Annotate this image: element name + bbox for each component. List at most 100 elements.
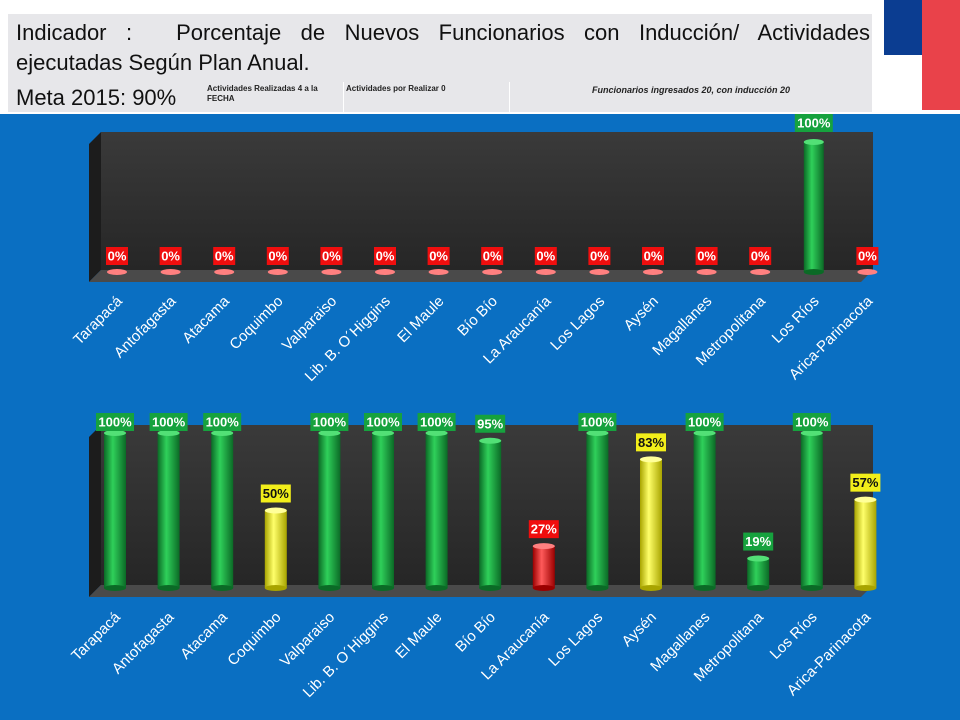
bar-body (157, 433, 180, 588)
value-label: 0% (483, 249, 502, 264)
bar-base (803, 269, 824, 275)
bar-body (803, 142, 824, 272)
bar-3: 100% (203, 413, 242, 591)
value-label: 100% (152, 415, 186, 430)
value-label-box (260, 484, 291, 503)
bar-4: 50% (260, 484, 291, 591)
officials-induction-cell: Funcionarios ingresados 20, con inducció… (591, 85, 791, 95)
bar-top (372, 430, 394, 436)
value-label-box (685, 413, 724, 431)
value-label-box (794, 114, 833, 132)
activities-done-cell: Actividades Realizadas 4 a la FECHA (207, 82, 344, 112)
value-label: 100% (206, 415, 240, 430)
bar-top (803, 139, 824, 145)
bar-top (321, 269, 342, 275)
chart-side-wall (89, 132, 101, 282)
value-label-box (528, 520, 559, 539)
flag-blue-stripe (884, 0, 922, 55)
value-label-box (203, 413, 242, 431)
value-label-box (481, 247, 504, 265)
bar-top (586, 430, 609, 436)
bar-2: 0% (159, 247, 182, 275)
bar-top (107, 269, 127, 275)
category-label: Tarapacá (68, 608, 124, 664)
value-label-box (856, 247, 879, 265)
bar-12: 0% (695, 247, 718, 275)
bar-base (211, 585, 234, 591)
value-label: 100% (795, 415, 829, 430)
value-label-box (213, 247, 236, 265)
value-label-box (96, 413, 134, 431)
bar-13: 0% (749, 247, 772, 275)
bar-3: 0% (213, 247, 236, 275)
category-label: Atacama (179, 292, 233, 346)
bar-7: 100% (417, 413, 456, 591)
bar-13: 19% (743, 532, 774, 591)
value-label: 100% (313, 415, 347, 430)
header-panel (8, 14, 872, 112)
bar-base (693, 585, 716, 591)
value-label: 0% (536, 249, 555, 264)
value-label: 50% (263, 486, 289, 501)
bar-base (372, 585, 394, 591)
value-label-box (695, 247, 718, 265)
bar-top (643, 269, 663, 275)
meta-target: Meta 2015: 90% (16, 85, 177, 110)
bar-9: 0% (534, 247, 557, 275)
value-label: 100% (366, 415, 400, 430)
bar-top (747, 555, 770, 562)
value-label: 19% (745, 534, 771, 549)
bar-12: 100% (685, 413, 724, 591)
bar-top (375, 269, 395, 275)
bar-top (160, 269, 181, 275)
bar-base (157, 585, 180, 591)
value-label: 83% (638, 435, 664, 450)
bar-top (425, 430, 448, 436)
indicator-title: Indicador : Porcentaje de Nuevos Funciona… (16, 18, 870, 78)
value-label-box (364, 413, 402, 431)
value-label-box (417, 413, 456, 431)
bar-base (425, 585, 448, 591)
bar-10: 0% (588, 247, 611, 275)
bar-body (532, 546, 555, 588)
bar-top (104, 430, 126, 436)
value-label-box (578, 413, 617, 431)
value-label-box (320, 247, 343, 265)
bar-4: 0% (266, 247, 289, 275)
value-label: 95% (477, 416, 503, 431)
value-label-box (374, 247, 396, 265)
bar-9: 27% (528, 520, 559, 591)
bar-body (854, 499, 877, 588)
category-label: Aysén (619, 609, 660, 650)
category-label: Coquimbo (224, 609, 284, 669)
value-label-box (743, 532, 774, 551)
bar-8: 0% (481, 247, 504, 275)
value-label-box (749, 247, 772, 265)
category-label: Los Ríos (769, 293, 823, 347)
bar-base (104, 585, 126, 591)
bar-base (318, 585, 341, 591)
bar-top (750, 269, 771, 275)
value-label: 100% (420, 415, 454, 430)
value-label-box (850, 473, 881, 492)
category-label: Los Lagos (545, 609, 606, 670)
bar-15: 57% (850, 473, 881, 591)
bar-1: 100% (96, 413, 134, 591)
bar-top (479, 437, 502, 444)
category-label: Tarapacá (70, 292, 126, 348)
value-label: 100% (688, 415, 722, 430)
activities-info-row: Actividades Realizadas 4 a la FECHA Acti… (207, 82, 872, 112)
category-label: Coquimbo (226, 293, 286, 353)
bar-15: 0% (856, 247, 879, 275)
value-label: 0% (322, 249, 341, 264)
indicator-prefix: Indicador : (16, 20, 133, 45)
bar-body (747, 558, 770, 588)
category-label: El Maule (394, 293, 447, 346)
bar-body (586, 433, 609, 588)
value-label: 0% (161, 249, 180, 264)
bar-top (214, 269, 235, 275)
bar-body (318, 433, 341, 588)
value-label: 100% (98, 415, 132, 430)
bar-base (479, 585, 502, 591)
bar-body (372, 433, 394, 588)
